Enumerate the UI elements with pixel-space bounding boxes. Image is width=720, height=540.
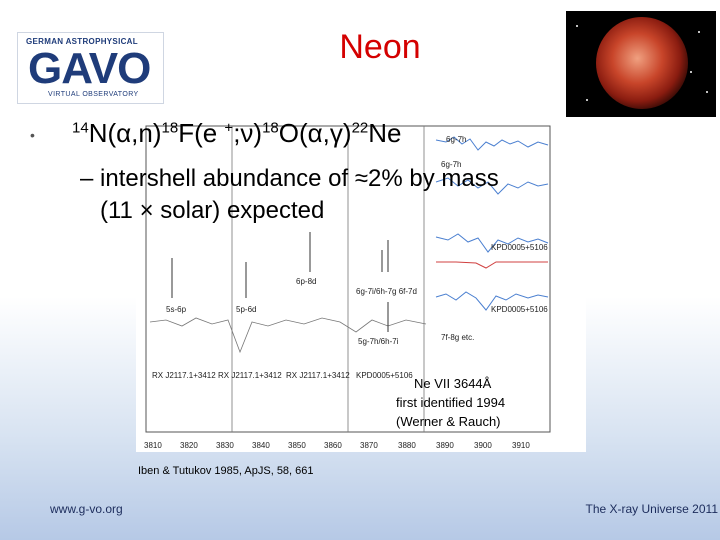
x-tick-label: 3910 xyxy=(512,441,530,450)
x-tick-label: 3860 xyxy=(324,441,342,450)
note-line: (Werner & Rauch) xyxy=(396,414,501,429)
spectrum-label: 6g-7h xyxy=(441,160,461,169)
x-tick-label: 3850 xyxy=(288,441,306,450)
spectrum-label: KPD0005+5106 xyxy=(356,371,413,380)
x-tick-label: 3890 xyxy=(436,441,454,450)
spectrum-label: KPD0005+5106 xyxy=(491,243,548,252)
spectrum-label: RX J2117.1+3412 xyxy=(286,371,350,380)
footer-url: www.g-vo.org xyxy=(50,502,123,516)
logo-bottom-text: VIRTUAL OBSERVATORY xyxy=(48,91,139,98)
x-tick-label: 3880 xyxy=(398,441,416,450)
spectrum-trace xyxy=(435,136,549,151)
spectrum-label: KPD0005+5106 xyxy=(491,305,548,314)
x-tick-label: 3900 xyxy=(474,441,492,450)
bullet-marker: • xyxy=(30,127,35,143)
note-line: first identified 1994 xyxy=(396,395,506,410)
x-tick-label: 3810 xyxy=(144,441,162,450)
nebula-glow xyxy=(596,17,688,109)
x-tick-label: 3870 xyxy=(360,441,378,450)
spectrum-label: 5s-6p xyxy=(166,305,187,314)
x-tick-label: 3830 xyxy=(216,441,234,450)
spectrum-plot: 6g-7h 5s-6p 5p-6d 6p-8d 6g-7i/6h-7g 6f-7… xyxy=(144,125,551,450)
note-line: Ne VII 3644Å xyxy=(414,376,492,391)
footer-conference: The X-ray Universe 2011 xyxy=(585,502,718,516)
x-tick-label: 3840 xyxy=(252,441,270,450)
logo-top-text: GERMAN ASTROPHYSICAL xyxy=(26,37,138,46)
gavo-logo: GERMAN ASTROPHYSICAL GAVO VIRTUAL OBSERV… xyxy=(17,32,164,104)
spectrum-model xyxy=(436,261,548,269)
spectrum-label: 6g-7h xyxy=(446,135,466,144)
star xyxy=(576,25,578,27)
abundance-text-cont: (11 × solar) expected xyxy=(100,197,325,224)
reaction-equation: 14N(α,n)18F(e +;ν)18O(α,γ)22Ne xyxy=(72,118,402,148)
citation: Iben & Tutukov 1985, ApJS, 58, 661 xyxy=(138,465,314,477)
spectrum-trace xyxy=(435,233,549,253)
planetary-nebula-image xyxy=(566,11,716,117)
star xyxy=(706,91,708,93)
spectrum-figure: 6g-7h 5s-6p 5p-6d 6p-8d 6g-7i/6h-7g 6f-7… xyxy=(136,122,586,452)
spectrum-label: 5p-6d xyxy=(236,305,256,314)
star xyxy=(698,31,700,33)
x-tick-label: 3820 xyxy=(180,441,198,450)
spectrum-trace xyxy=(435,291,549,311)
spectrum-label: 7f-8g etc. xyxy=(441,333,474,342)
star xyxy=(690,71,692,73)
spectrum-trace xyxy=(435,177,549,195)
spectrum-trace xyxy=(149,317,427,354)
spectrum-label: 6g-7i/6h-7g 6f-7d xyxy=(356,287,417,296)
ne-vii-note: Ne VII 3644Å first identified 1994 (Wern… xyxy=(396,374,505,431)
slide-title: Neon xyxy=(339,28,421,66)
abundance-text: – intershell abundance of ≈2% by mass xyxy=(80,165,499,192)
star xyxy=(586,99,588,101)
spectrum-label: RX J2117.1+3412 xyxy=(152,371,216,380)
spectrum-label: 5g-7h/6h-7i xyxy=(358,337,399,346)
spectrum-label: 6p-8d xyxy=(296,277,316,286)
spectrum-label: RX J2117.1+3412 xyxy=(218,371,282,380)
logo-main-text: GAVO xyxy=(28,44,151,93)
